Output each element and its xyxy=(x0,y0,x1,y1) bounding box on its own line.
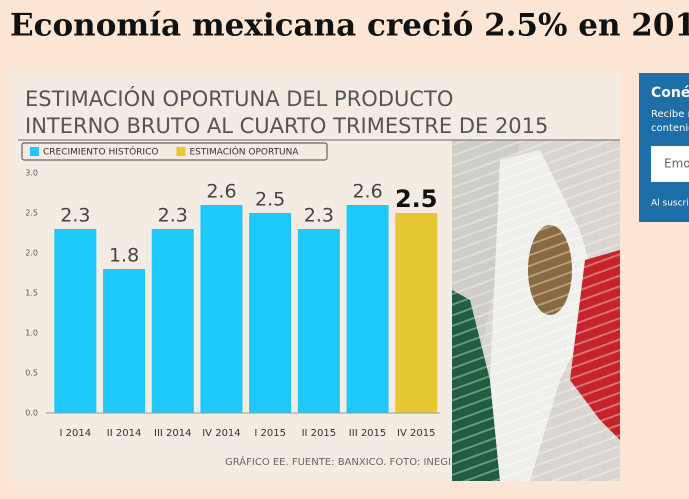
bar xyxy=(54,229,97,413)
bar xyxy=(249,213,292,413)
chart-title: ESTIMACIÓN OPORTUNA DEL PRODUCTO xyxy=(25,86,453,111)
bar xyxy=(103,269,146,413)
legend-label: CRECIMIENTO HISTÓRICO xyxy=(43,146,158,158)
flag-photo xyxy=(452,140,620,481)
email-input[interactable] xyxy=(651,146,689,182)
value-label: 1.8 xyxy=(109,245,139,267)
bar xyxy=(297,229,340,413)
newsletter-text: contenid xyxy=(651,123,689,134)
legend-swatch xyxy=(30,147,39,156)
chart-source: GRÁFICO EE. FUENTE: BANXICO. FOTO: INEGI… xyxy=(225,455,454,468)
bar xyxy=(200,205,243,413)
legend-swatch xyxy=(176,147,186,156)
y-tick-label: 2.5 xyxy=(25,209,38,218)
x-tick-label: I 2015 xyxy=(254,428,286,439)
x-tick-label: II 2014 xyxy=(107,428,142,439)
value-label: 2.3 xyxy=(60,205,90,227)
newsletter-title: Conéc xyxy=(651,85,689,101)
bar xyxy=(395,213,438,413)
chart-title: INTERNO BRUTO AL CUARTO TRIMESTRE DE 201… xyxy=(25,114,548,138)
bar xyxy=(346,205,389,413)
y-tick-label: 1.0 xyxy=(25,329,38,338)
x-tick-label: IV 2015 xyxy=(397,428,435,439)
newsletter-text: Recibe n xyxy=(651,109,689,120)
legend-box xyxy=(21,142,328,161)
value-label: 2.5 xyxy=(255,189,285,211)
legend-label: ESTIMACIÓN OPORTUNA xyxy=(189,146,299,158)
x-tick-label: II 2015 xyxy=(302,428,337,439)
value-label: 2.6 xyxy=(352,181,382,203)
value-label: 2.3 xyxy=(158,205,188,227)
x-tick-label: I 2014 xyxy=(60,428,92,439)
value-label: 2.5 xyxy=(395,185,438,213)
value-label: 2.6 xyxy=(206,181,236,203)
y-tick-label: 3.0 xyxy=(25,169,38,178)
y-tick-label: 0.0 xyxy=(25,409,38,418)
value-label: 2.3 xyxy=(304,205,334,227)
x-tick-label: III 2015 xyxy=(349,428,386,439)
headline: Economía mexicana creció 2.5% en 2015 xyxy=(10,8,689,44)
x-tick-label: IV 2014 xyxy=(202,428,240,439)
x-tick-label: III 2014 xyxy=(154,428,191,439)
email-placeholder: Emo xyxy=(664,157,689,171)
newsletter-note: Al suscrib xyxy=(651,199,689,209)
y-tick-label: 0.5 xyxy=(25,369,38,378)
y-tick-label: 2.0 xyxy=(25,249,38,258)
y-tick-label: 1.5 xyxy=(25,289,38,298)
bar xyxy=(151,229,194,413)
